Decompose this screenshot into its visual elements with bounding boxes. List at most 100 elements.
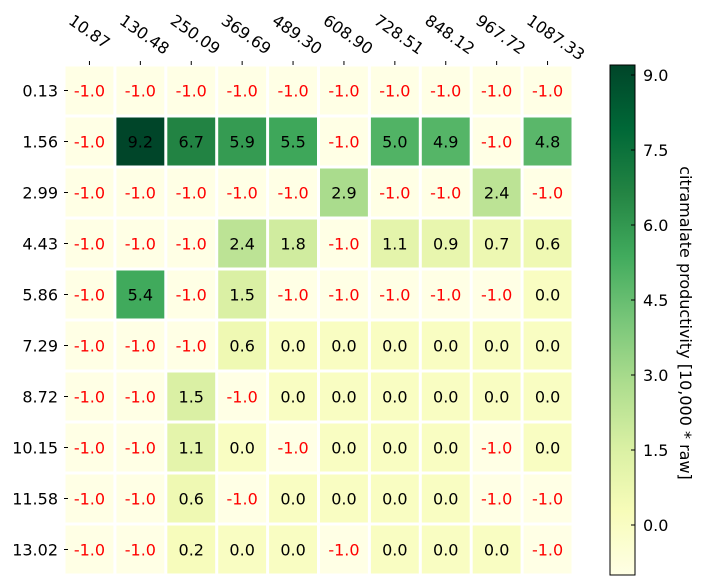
heatmap-cell bbox=[65, 219, 114, 268]
cell-label: -1.0 bbox=[176, 286, 207, 305]
x-tick-label: 1087.33 bbox=[523, 11, 588, 65]
heatmap-cell bbox=[370, 321, 419, 370]
heatmap-cell bbox=[269, 219, 317, 268]
cell-label: 1.8 bbox=[280, 235, 305, 254]
colorbar-tick-label: 9.0 bbox=[643, 66, 668, 85]
heatmap-cell bbox=[421, 423, 470, 472]
heatmap-cell bbox=[320, 168, 368, 217]
x-tick-label: 608.90 bbox=[320, 11, 377, 59]
heatmap-cell bbox=[472, 321, 521, 370]
cell-label: 1.5 bbox=[179, 388, 204, 407]
cell-label: -1.0 bbox=[125, 184, 156, 203]
heatmap-cell bbox=[472, 117, 521, 166]
cell-label: 0.0 bbox=[382, 541, 407, 560]
heatmap-cell bbox=[421, 525, 470, 574]
cell-label: -1.0 bbox=[74, 286, 105, 305]
y-tick-label: 4.43 bbox=[22, 235, 58, 254]
heatmap-cell bbox=[523, 168, 572, 217]
cell-label: 0.0 bbox=[484, 541, 509, 560]
cell-label: 0.0 bbox=[535, 337, 560, 356]
cell-label: -1.0 bbox=[379, 286, 410, 305]
cell-label: 0.6 bbox=[535, 235, 560, 254]
cell-label: -1.0 bbox=[74, 133, 105, 152]
y-tick-label: 0.13 bbox=[22, 82, 58, 101]
cell-label: -1.0 bbox=[176, 235, 207, 254]
cell-label: -1.0 bbox=[532, 184, 563, 203]
heatmap-cell bbox=[167, 219, 216, 268]
cell-label: -1.0 bbox=[227, 184, 258, 203]
heatmap-cell bbox=[472, 66, 521, 115]
cell-label: 5.9 bbox=[229, 133, 254, 152]
x-tick-label: 848.12 bbox=[421, 11, 478, 59]
x-tick-label: 728.51 bbox=[371, 11, 428, 59]
cell-label: 6.7 bbox=[179, 133, 204, 152]
cell-label: 0.0 bbox=[280, 541, 305, 560]
cell-label: -1.0 bbox=[430, 82, 461, 101]
heatmap-cell bbox=[523, 219, 572, 268]
heatmap-cell bbox=[269, 474, 317, 523]
cell-label: 0.2 bbox=[179, 541, 204, 560]
cell-label: 0.0 bbox=[382, 490, 407, 509]
cell-label: 4.9 bbox=[433, 133, 458, 152]
heatmap-cell bbox=[167, 168, 216, 217]
heatmap-cell bbox=[421, 219, 470, 268]
y-tick-label: 8.72 bbox=[22, 388, 58, 407]
heatmap-cell bbox=[65, 423, 114, 472]
cell-label: 0.0 bbox=[433, 541, 458, 560]
heatmap-cell bbox=[370, 372, 419, 421]
heatmap-cell bbox=[320, 219, 368, 268]
heatmap-cell bbox=[421, 321, 470, 370]
heatmap-cell bbox=[320, 117, 368, 166]
colorbar-tick-label: 4.5 bbox=[643, 291, 668, 310]
heatmap-cell bbox=[370, 270, 419, 319]
cell-label: -1.0 bbox=[481, 439, 512, 458]
cell-label: 1.1 bbox=[382, 235, 407, 254]
cell-label: 0.6 bbox=[229, 337, 254, 356]
cell-label: -1.0 bbox=[227, 82, 258, 101]
heatmap-cell bbox=[116, 270, 165, 319]
heatmap-cell bbox=[65, 474, 114, 523]
cell-label: 0.0 bbox=[280, 490, 305, 509]
cell-label: -1.0 bbox=[125, 439, 156, 458]
cell-label: -1.0 bbox=[176, 82, 207, 101]
heatmap-cell bbox=[523, 117, 572, 166]
heatmap-cell bbox=[218, 372, 267, 421]
heatmap-cell bbox=[421, 372, 470, 421]
cell-label: 0.0 bbox=[535, 439, 560, 458]
y-tick-label: 1.56 bbox=[22, 133, 58, 152]
colorbar-tick-label: 7.5 bbox=[643, 141, 668, 160]
cell-label: 5.5 bbox=[280, 133, 305, 152]
cell-label: -1.0 bbox=[328, 133, 359, 152]
heatmap-cell bbox=[167, 372, 216, 421]
heatmap-cell bbox=[116, 525, 165, 574]
x-tick-label: 489.30 bbox=[269, 11, 326, 59]
heatmap-cell bbox=[472, 474, 521, 523]
cell-label: -1.0 bbox=[227, 490, 258, 509]
cell-label: -1.0 bbox=[125, 82, 156, 101]
cell-label: -1.0 bbox=[277, 82, 308, 101]
cell-label: -1.0 bbox=[328, 235, 359, 254]
heatmap-cell bbox=[523, 525, 572, 574]
cell-label: -1.0 bbox=[125, 490, 156, 509]
cell-label: 0.0 bbox=[484, 388, 509, 407]
heatmap-cell bbox=[320, 66, 368, 115]
heatmap-cell bbox=[421, 168, 470, 217]
heatmap-cell bbox=[472, 372, 521, 421]
cell-label: 0.0 bbox=[484, 337, 509, 356]
cell-label: -1.0 bbox=[74, 82, 105, 101]
y-tick-label: 7.29 bbox=[22, 337, 58, 356]
heatmap-cell bbox=[218, 423, 267, 472]
heatmap-cell bbox=[472, 168, 521, 217]
heatmap-cell bbox=[65, 321, 114, 370]
heatmap-cell bbox=[421, 117, 470, 166]
colorbar bbox=[609, 64, 636, 576]
cell-label: 0.0 bbox=[433, 490, 458, 509]
cell-label: 0.0 bbox=[382, 337, 407, 356]
colorbar-label: citramalate productivity [10,000 * raw] bbox=[676, 166, 695, 480]
heatmap-cell bbox=[320, 423, 368, 472]
heatmap-cell bbox=[523, 66, 572, 115]
heatmap-cell bbox=[167, 66, 216, 115]
heatmap-cell bbox=[370, 117, 419, 166]
x-axis-ticks: 10.87 130.48250.09369.69489.30608.90728.5… bbox=[65, 11, 588, 65]
